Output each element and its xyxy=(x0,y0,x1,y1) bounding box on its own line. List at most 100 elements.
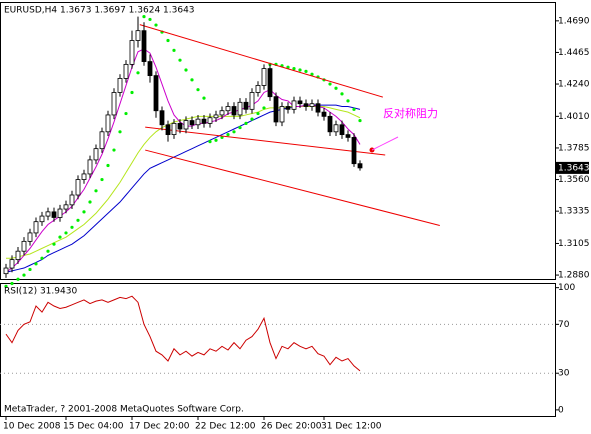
x-tick-label: 10 Dec 2008 xyxy=(3,422,61,432)
sar-dot xyxy=(58,235,62,239)
sar-dot xyxy=(310,72,314,76)
sar-dot xyxy=(106,163,110,168)
candle-body xyxy=(93,148,99,161)
candle-body xyxy=(63,204,69,210)
candle-body xyxy=(327,115,333,133)
sar-dot xyxy=(358,118,362,123)
candle-body xyxy=(117,78,123,93)
candle-body xyxy=(3,267,9,275)
sar-dot xyxy=(70,225,74,229)
candle-body xyxy=(33,221,39,234)
sar-dot xyxy=(40,256,44,260)
sar-dot xyxy=(22,273,26,277)
candle-body xyxy=(21,240,27,252)
x-tick-label: 17 Dec 20:00 xyxy=(129,422,190,432)
y-tick-label: 100 xyxy=(558,283,575,293)
candle-body xyxy=(201,118,207,124)
sar-dot xyxy=(100,177,104,182)
candle-body xyxy=(333,124,339,133)
candle-body xyxy=(15,250,21,261)
moving-average-line xyxy=(5,48,361,273)
x-tick-label: 22 Dec 12:00 xyxy=(195,422,256,432)
candle-body xyxy=(315,103,321,113)
sar-dot xyxy=(256,111,260,116)
sar-dot xyxy=(244,121,248,125)
candle-body xyxy=(267,68,273,98)
candle-body xyxy=(177,122,183,130)
y-tick-label: 1.4240 xyxy=(558,80,590,90)
sar-dot xyxy=(286,65,290,69)
sar-dot xyxy=(262,106,266,110)
rsi-panel-frame xyxy=(0,283,556,417)
candle-body xyxy=(153,75,159,112)
sar-dot xyxy=(4,284,8,288)
candle-body xyxy=(171,122,177,136)
x-tick-label: 15 Dec 04:00 xyxy=(63,422,124,432)
sar-dot xyxy=(142,15,146,19)
sar-dot xyxy=(178,58,182,62)
candle-body xyxy=(27,232,33,242)
x-tick-label: 31 Dec 12:00 xyxy=(321,422,382,432)
y-tick-label: 1.4690 xyxy=(558,16,590,26)
y-tick-label: 1.2880 xyxy=(558,271,590,281)
candle-body xyxy=(99,131,105,150)
candle-body xyxy=(189,120,195,126)
sar-dot xyxy=(304,69,308,74)
candle-body xyxy=(111,92,117,116)
sar-dot xyxy=(88,200,92,204)
trend-line xyxy=(145,126,386,156)
sar-dot xyxy=(154,23,158,27)
candle-body xyxy=(303,103,309,107)
chart-title: EURUSD,H4 1.3673 1.3697 1.3624 1.3643 xyxy=(4,6,195,16)
sar-dot xyxy=(190,78,194,82)
candle-body xyxy=(9,259,15,269)
y-tick-label: 1.4465 xyxy=(558,48,590,58)
sar-dot xyxy=(328,82,332,86)
sar-dot xyxy=(118,130,122,134)
candle-body xyxy=(297,100,303,105)
candle-body xyxy=(243,101,249,110)
candle-body xyxy=(357,163,363,169)
sar-dot xyxy=(148,17,152,22)
candle-body xyxy=(39,215,45,223)
candle-body xyxy=(219,110,225,116)
candle-body xyxy=(345,134,351,138)
candle-body xyxy=(45,211,51,217)
candle-body xyxy=(255,85,261,93)
sar-dot xyxy=(34,262,38,266)
candle-body xyxy=(207,117,213,124)
candle-body xyxy=(351,137,357,165)
sar-dot xyxy=(112,148,116,152)
candle-body xyxy=(69,194,75,206)
candle-body xyxy=(105,114,111,133)
price-tag xyxy=(555,161,589,174)
candle-body xyxy=(195,118,201,126)
sar-dot xyxy=(334,86,338,90)
candle-body xyxy=(285,106,291,110)
sar-dot xyxy=(238,125,242,130)
sar-dot xyxy=(196,88,200,92)
candle-body xyxy=(165,124,171,136)
candle-body xyxy=(309,103,315,107)
annotation: 反对称阻力 xyxy=(383,106,438,120)
candle-body xyxy=(57,208,63,218)
candle-body xyxy=(51,211,57,218)
candle-body xyxy=(87,159,93,175)
sar-dot xyxy=(184,68,188,72)
y-tick-label: 1.3105 xyxy=(558,239,590,249)
trend-line xyxy=(139,24,383,98)
footer: MetaTrader, ? 2001-2008 MetaQuotes Softw… xyxy=(4,405,244,415)
sar-dot xyxy=(202,96,206,100)
candle-body xyxy=(339,124,345,136)
x-tick-label: 26 Dec 20:00 xyxy=(261,422,322,432)
candle-body xyxy=(81,173,87,180)
sar-dot xyxy=(232,130,236,134)
sar-dot xyxy=(16,277,20,281)
candle-body xyxy=(183,120,189,130)
candle-body xyxy=(129,40,135,65)
sar-dot xyxy=(214,138,218,142)
candle-body xyxy=(147,61,153,77)
sar-dot xyxy=(250,117,254,121)
